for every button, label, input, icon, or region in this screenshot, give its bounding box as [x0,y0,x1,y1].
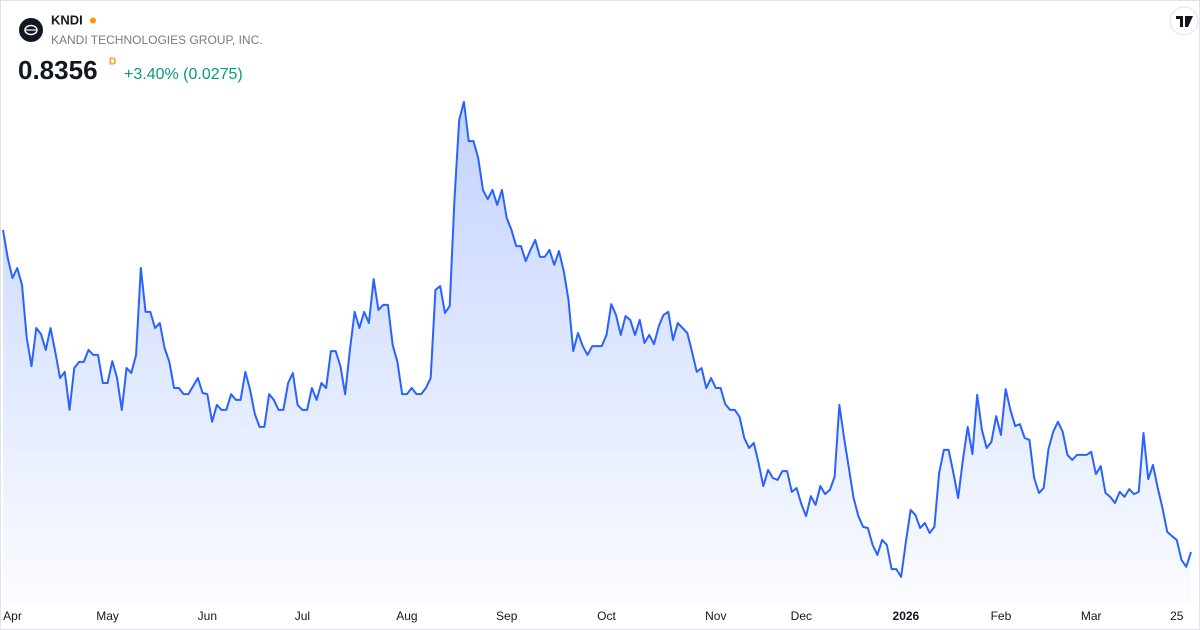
symbol-logo [19,18,43,42]
company-name: KANDI TECHNOLOGIES GROUP, INC. [51,33,263,47]
symbol: KNDI [51,12,83,27]
x-tick-label: May [96,609,119,623]
x-tick-label: Aug [396,609,417,623]
x-tick-label: Nov [705,609,726,623]
x-tick-label: Apr [3,609,22,623]
last-price: 0.8356 [18,55,98,85]
x-tick-label: Feb [991,609,1012,623]
price-line [2,100,1192,578]
price-change: +3.40% (0.0275) [124,66,243,83]
x-tick-label: 25 [1170,609,1184,623]
interval: D [109,57,116,68]
market-status-dot [90,17,96,24]
x-tick-label: Mar [1081,609,1102,623]
x-tick-label: Oct [597,609,616,623]
x-tick-label: Sep [496,609,518,623]
tradingview-logo [1169,6,1199,36]
area-fill [3,101,1191,605]
x-tick-label: Dec [791,609,812,623]
x-tick-label: 2026 [893,609,920,623]
plot-area [2,100,1192,605]
x-tick-label: Jun [198,609,217,623]
x-tick-label: Jul [295,609,310,623]
